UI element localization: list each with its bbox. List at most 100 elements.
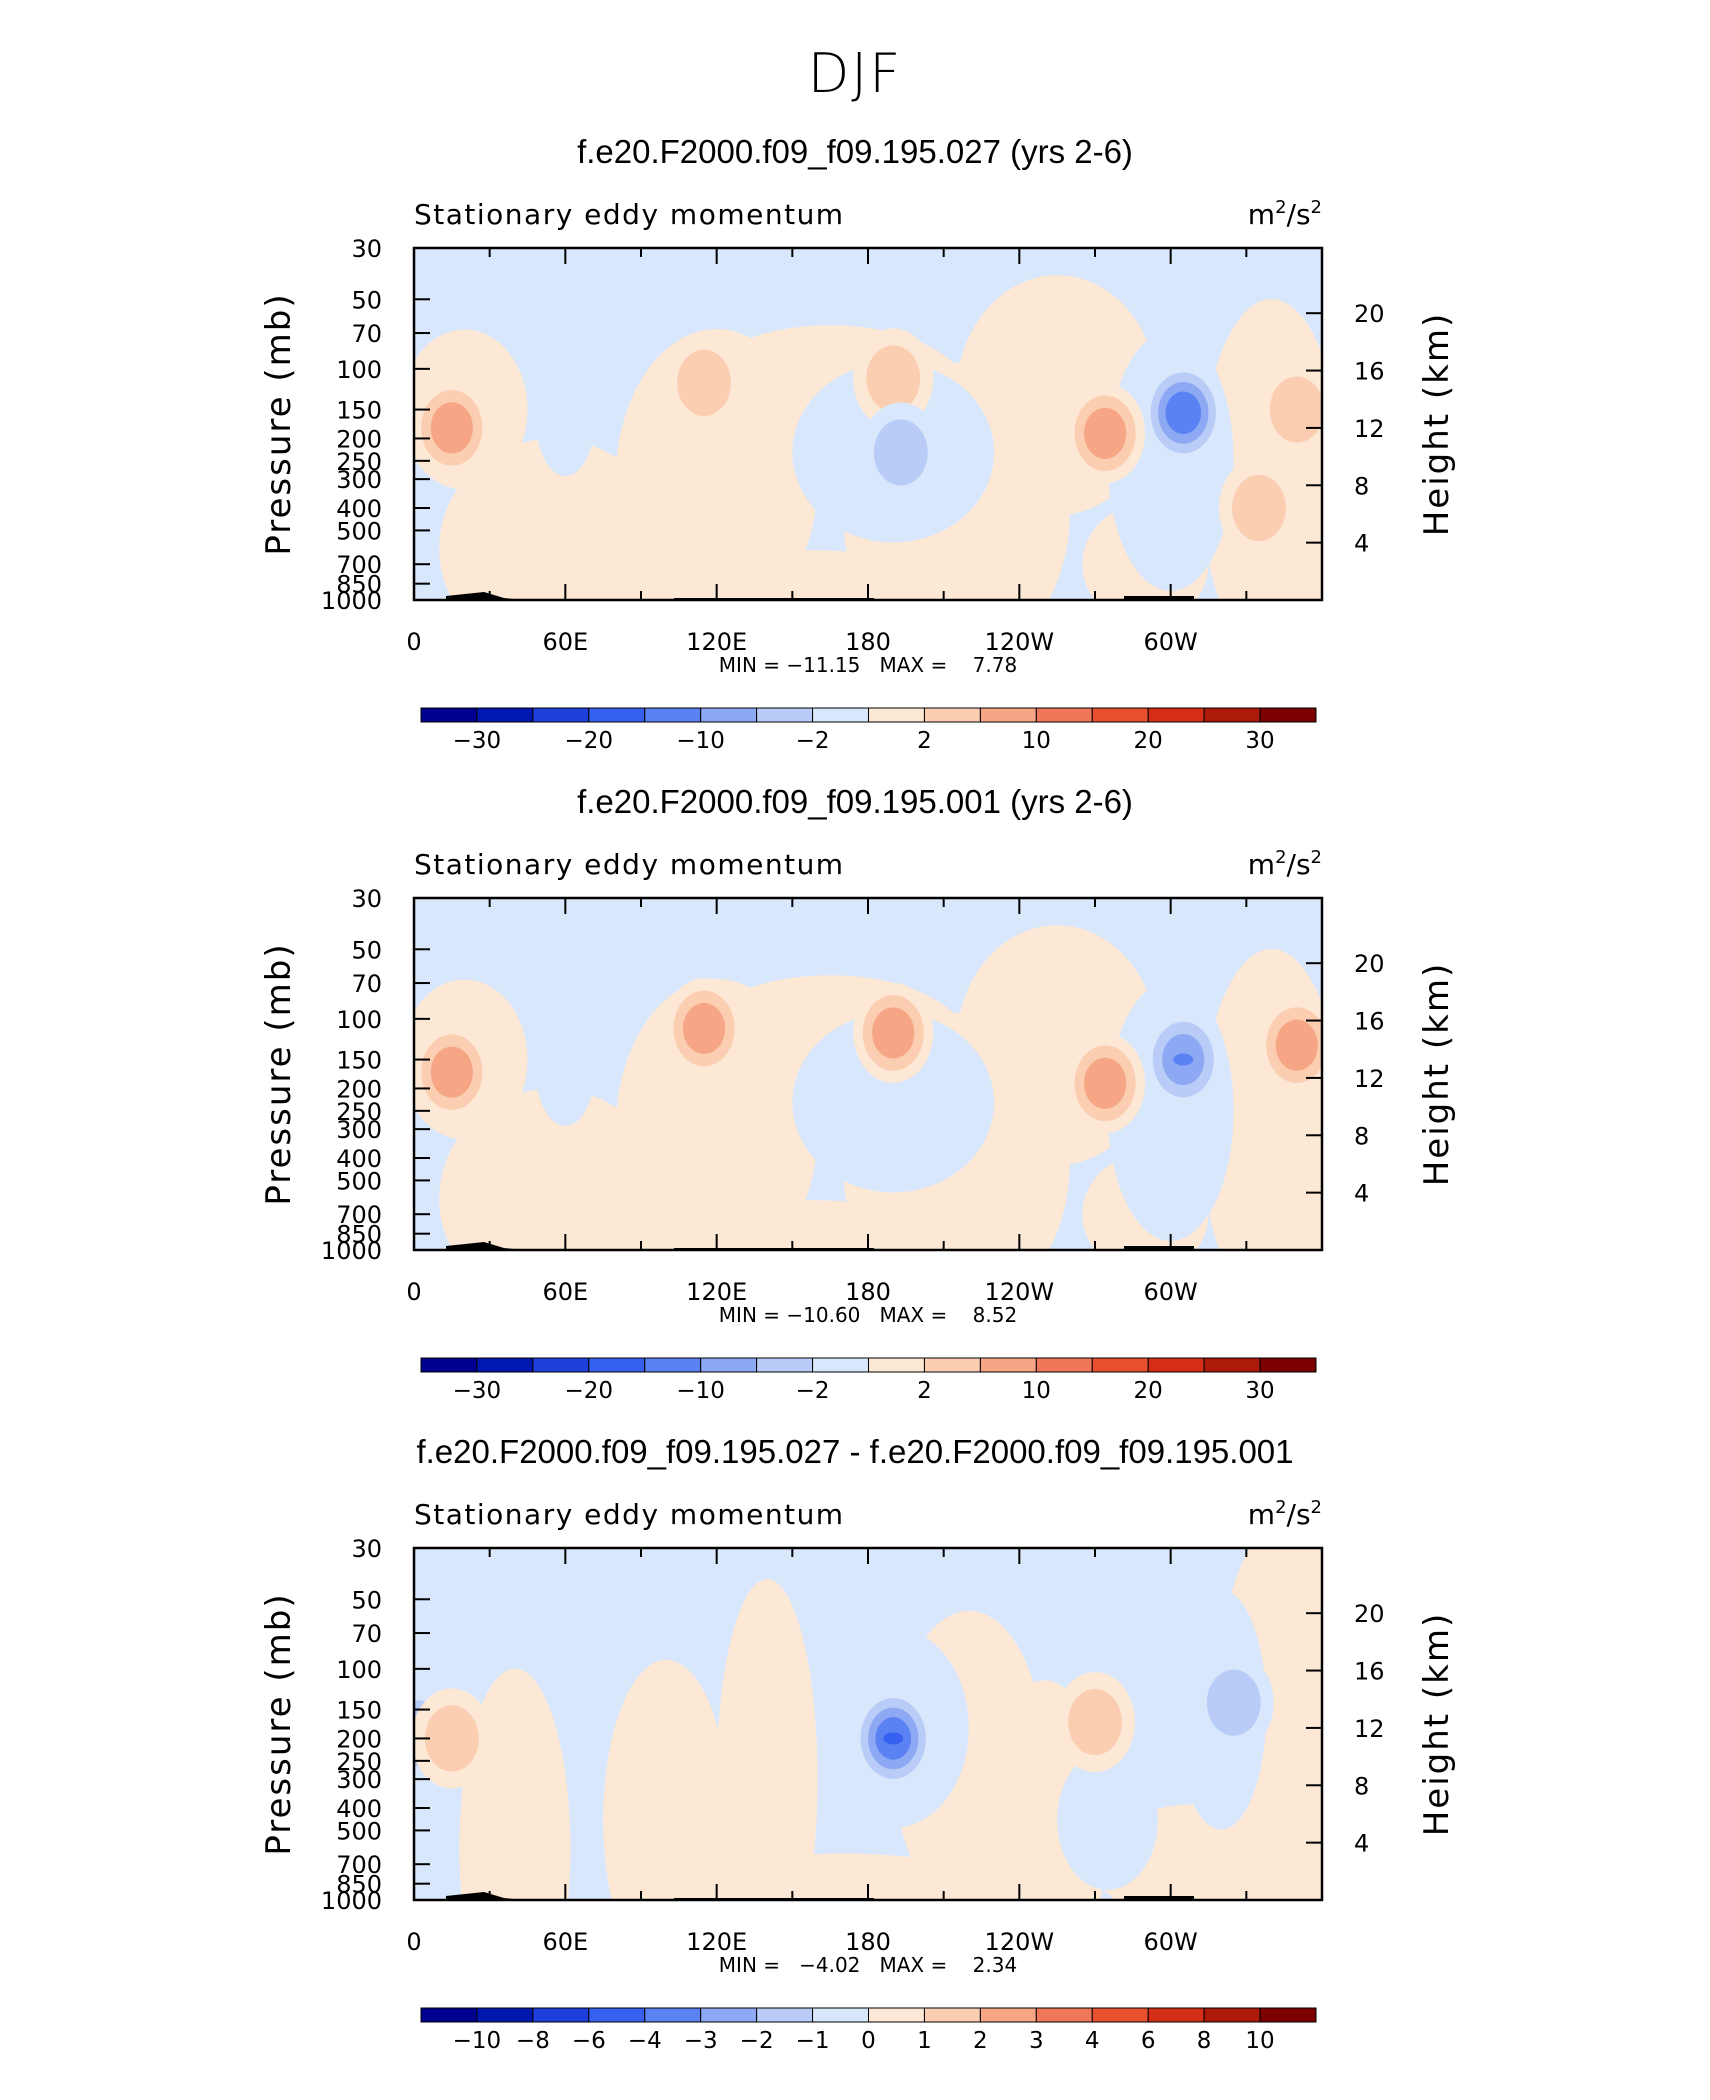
y-tick-label: 150 xyxy=(336,397,382,425)
data-feature xyxy=(883,372,904,385)
colorbar-box xyxy=(420,1357,478,1373)
y-axis-label: Pressure (mb) xyxy=(259,942,299,1205)
colorbar-label: 10 xyxy=(1245,2028,1274,2054)
colorbar-box xyxy=(979,707,1037,723)
data-feature xyxy=(1286,403,1307,416)
y-tick-label: 400 xyxy=(336,1145,382,1173)
x-tick-label: 120W xyxy=(985,1928,1055,1956)
colorbar-label: −6 xyxy=(572,2028,606,2054)
colorbar-box xyxy=(532,2007,590,2023)
weak-positive-region xyxy=(716,1579,818,1900)
topography xyxy=(1124,1246,1194,1250)
x-tick-label: 60W xyxy=(1144,1278,1198,1306)
y-tick-label: 150 xyxy=(336,1697,382,1725)
y-axis-label: Pressure (mb) xyxy=(259,292,299,555)
colorbar-box xyxy=(756,707,814,723)
colorbar-box xyxy=(979,1357,1037,1373)
colorbar-box xyxy=(1259,707,1317,723)
colorbar-box xyxy=(476,707,534,723)
contour-field xyxy=(414,248,1322,600)
colorbar-label: −2 xyxy=(740,2028,774,2054)
y2-tick-label: 12 xyxy=(1354,415,1385,443)
data-feature xyxy=(1095,427,1116,440)
weak-positive-region xyxy=(603,1659,730,1900)
x-tick-label: 120W xyxy=(985,1278,1055,1306)
colorbar-box xyxy=(812,707,869,723)
colorbar-label: −10 xyxy=(453,2028,502,2054)
colorbar-label: −2 xyxy=(796,728,830,754)
weak-positive-region xyxy=(666,1200,944,1250)
x-tick-label: 180 xyxy=(845,1278,891,1306)
units-label: m2/s2 xyxy=(1248,847,1322,881)
x-tick-label: 60W xyxy=(1144,1928,1198,1956)
min-max-stats: MIN = −10.60 MAX = 8.52 xyxy=(719,1303,1017,1327)
y-tick-label: 250 xyxy=(336,1748,382,1776)
y-tick-label: 500 xyxy=(336,517,382,545)
colorbar-box xyxy=(1203,2007,1261,2023)
units-label: m2/s2 xyxy=(1248,1497,1322,1531)
colorbar-box xyxy=(1035,1357,1093,1373)
colorbar-label: 4 xyxy=(1085,2028,1100,2054)
colorbar-label: −30 xyxy=(453,728,502,754)
data-feature xyxy=(1248,502,1269,515)
y-tick-label: 70 xyxy=(351,970,382,998)
colorbar-label: 10 xyxy=(1022,728,1051,754)
y2-axis-label: Height (km) xyxy=(1417,962,1457,1187)
y-tick-label: 250 xyxy=(336,448,382,476)
colorbar-box xyxy=(1203,707,1261,723)
data-feature xyxy=(1223,1696,1244,1709)
contour-panel-2: 3050701001502002503004005007008501000201… xyxy=(259,847,1457,1404)
colorbar-label: 8 xyxy=(1197,2028,1212,2054)
y-tick-label: 50 xyxy=(351,1586,382,1614)
y-tick-label: 70 xyxy=(351,1620,382,1648)
colorbar-label: −3 xyxy=(684,2028,718,2054)
colorbar-box xyxy=(1091,1357,1149,1373)
weak-negative-region xyxy=(535,356,596,477)
y-tick-label: 1000 xyxy=(321,1887,382,1915)
weak-positive-region xyxy=(577,1094,730,1250)
data-feature xyxy=(883,1732,904,1745)
x-tick-label: 60E xyxy=(542,628,588,656)
colorbar-box xyxy=(1091,707,1149,723)
colorbar-box xyxy=(476,1357,534,1373)
y2-tick-label: 8 xyxy=(1354,1122,1369,1150)
y-tick-label: 250 xyxy=(336,1098,382,1126)
colorbar-box xyxy=(1259,2007,1317,2023)
y2-axis-label: Height (km) xyxy=(1417,312,1457,537)
colorbar-box xyxy=(588,707,646,723)
y-tick-label: 400 xyxy=(336,1795,382,1823)
colorbar-label: 30 xyxy=(1245,1378,1274,1404)
x-tick-label: 0 xyxy=(406,1928,421,1956)
data-feature xyxy=(441,421,462,434)
colorbar-box xyxy=(1147,2007,1205,2023)
colorbar-label: 2 xyxy=(917,728,932,754)
y-tick-label: 700 xyxy=(336,551,382,579)
colorbar-label: −20 xyxy=(565,728,614,754)
colorbar-box xyxy=(923,2007,981,2023)
variable-label: Stationary eddy momentum xyxy=(414,848,845,881)
colorbar-label: 2 xyxy=(917,1378,932,1404)
y-tick-label: 300 xyxy=(336,1766,382,1794)
y-tick-label: 200 xyxy=(336,425,382,453)
colorbar-box xyxy=(1035,2007,1093,2023)
colorbar-label: 10 xyxy=(1022,1378,1051,1404)
colorbar-label: −8 xyxy=(516,2028,550,2054)
topography xyxy=(446,1892,524,1900)
data-feature xyxy=(694,1022,715,1035)
colorbar-box xyxy=(476,2007,534,2023)
data-feature xyxy=(883,1026,904,1039)
y-tick-label: 100 xyxy=(336,356,382,384)
data-feature xyxy=(441,1732,462,1745)
y2-tick-label: 12 xyxy=(1354,1715,1385,1743)
weak-negative-region xyxy=(535,1006,596,1127)
units-label: m2/s2 xyxy=(1248,197,1322,231)
colorbar-box xyxy=(979,2007,1037,2023)
colorbar-box xyxy=(588,2007,646,2023)
y2-tick-label: 4 xyxy=(1354,530,1369,558)
colorbar-box xyxy=(1147,707,1205,723)
y-tick-label: 300 xyxy=(336,466,382,494)
colorbar-label: 20 xyxy=(1134,728,1163,754)
weak-positive-region xyxy=(577,444,730,600)
colorbar-label: −10 xyxy=(676,1378,725,1404)
x-tick-label: 60E xyxy=(542,1278,588,1306)
